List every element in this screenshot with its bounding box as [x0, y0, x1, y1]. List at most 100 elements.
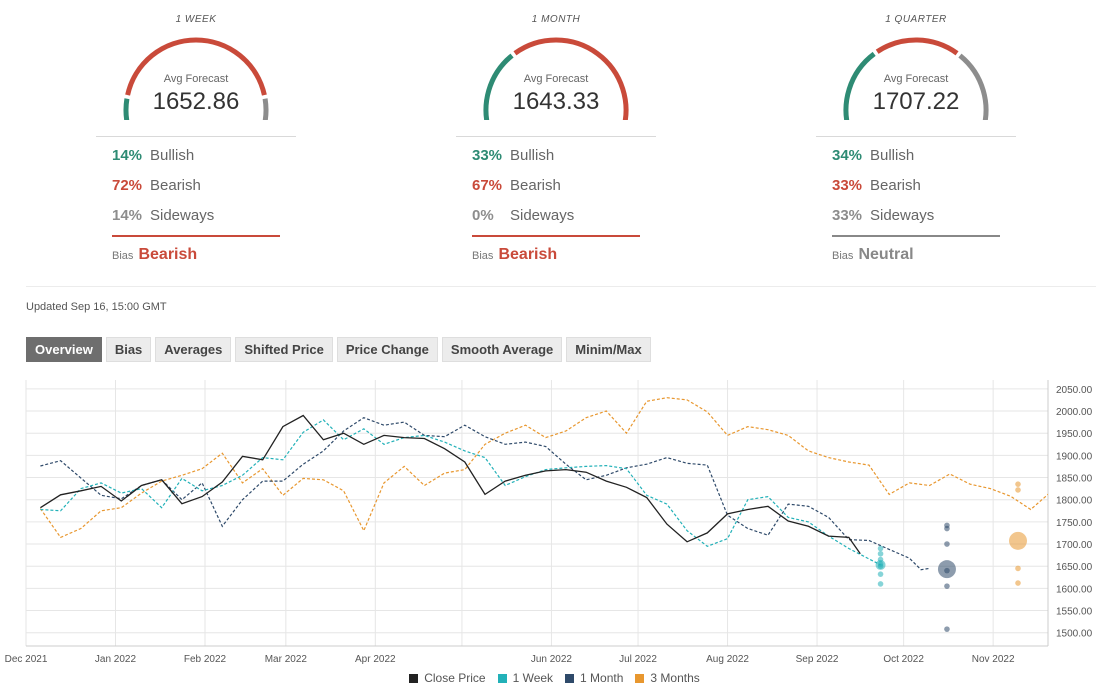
- tab-shifted-price[interactable]: Shifted Price: [235, 337, 333, 362]
- legend-item-close-price[interactable]: Close Price: [409, 671, 486, 685]
- bullish-label: Bullish: [870, 147, 915, 164]
- bearish-stat: 33% Bearish: [832, 177, 921, 194]
- legend-label: 1 Month: [580, 671, 624, 685]
- bullish-pct: 14%: [112, 147, 143, 164]
- x-tick-label: Jun 2022: [531, 654, 573, 665]
- series-line-3-months: [39, 397, 1048, 539]
- series-line-1-week: [40, 419, 881, 566]
- bullish-stat: 33% Bullish: [472, 147, 554, 164]
- bias-underline: [832, 235, 1000, 237]
- bearish-stat: 72% Bearish: [112, 177, 201, 194]
- sideways-stat: 0% Sideways: [472, 207, 574, 224]
- y-tick-label: 1800.00: [1056, 496, 1093, 507]
- sideways-pct: 14%: [112, 207, 143, 224]
- bearish-pct: 72%: [112, 177, 143, 194]
- tab-smooth-average[interactable]: Smooth Average: [441, 337, 563, 362]
- y-tick-label: 1500.00: [1056, 629, 1093, 640]
- x-tick-label: Aug 2022: [706, 654, 749, 665]
- forecast-point[interactable]: [1015, 481, 1021, 487]
- x-tick-label: Jul 2022: [619, 654, 657, 665]
- avg-forecast-value: 1643.33: [512, 88, 600, 115]
- legend-label: 3 Months: [650, 671, 700, 685]
- bullish-pct: 33%: [472, 147, 503, 164]
- tab-overview[interactable]: Overview: [26, 337, 102, 362]
- forecast-point[interactable]: [1015, 580, 1021, 586]
- bearish-stat: 67% Bearish: [472, 177, 561, 194]
- gauge-period: 1 QUARTER: [885, 14, 947, 25]
- y-tick-label: 1900.00: [1056, 451, 1093, 462]
- x-tick-label: Feb 2022: [184, 654, 227, 665]
- legend-swatch: [635, 673, 645, 683]
- forecast-average-point[interactable]: [875, 559, 886, 570]
- gauge-divider: [456, 136, 656, 137]
- bias-label: Bias: [112, 250, 134, 262]
- avg-forecast-label: Avg Forecast: [523, 73, 589, 85]
- forecast-point[interactable]: [877, 581, 884, 587]
- forecast-point[interactable]: [944, 522, 950, 529]
- bias-label: Bias: [472, 250, 494, 262]
- y-tick-label: 1700.00: [1056, 540, 1093, 551]
- sideways-pct: 0%: [472, 207, 494, 224]
- gauge-arc: [483, 37, 629, 120]
- forecast-point[interactable]: [877, 550, 884, 557]
- forecast-point[interactable]: [944, 583, 950, 589]
- bullish-label: Bullish: [510, 147, 555, 164]
- y-tick-label: 1650.00: [1056, 562, 1093, 573]
- x-tick-label: Oct 2022: [883, 654, 924, 665]
- legend-swatch: [409, 673, 419, 683]
- y-tick-label: 2050.00: [1056, 385, 1093, 396]
- avg-forecast-label: Avg Forecast: [163, 73, 229, 85]
- forecast-points-1-week: [875, 545, 886, 587]
- forecast-point[interactable]: [1015, 487, 1021, 493]
- bias-value: Bearish: [498, 246, 558, 263]
- gauge-bearish-segment: [875, 37, 959, 56]
- y-tick-label: 1600.00: [1056, 584, 1093, 595]
- gauge-divider: [816, 136, 1016, 137]
- grid: [25, 380, 1048, 646]
- gauge-arc: [843, 37, 989, 120]
- gauge-period: 1 MONTH: [531, 14, 581, 25]
- section-divider: [26, 286, 1096, 287]
- legend-item-1-month[interactable]: 1 Month: [565, 671, 623, 685]
- series-line-1-month: [40, 417, 930, 571]
- bias-value: Bearish: [138, 246, 198, 263]
- bearish-pct: 67%: [472, 177, 503, 194]
- avg-forecast-label: Avg Forecast: [883, 73, 949, 85]
- legend-item-3-months[interactable]: 3 Months: [635, 671, 700, 685]
- gauge-bullish-segment: [483, 53, 514, 120]
- tab-averages[interactable]: Averages: [155, 337, 232, 362]
- forecast-point[interactable]: [944, 541, 950, 547]
- forecast-average-point[interactable]: [1009, 531, 1027, 550]
- legend-item-1-week[interactable]: 1 Week: [497, 671, 553, 685]
- chart-tabs: Overview Bias Averages Shifted Price Pri…: [26, 337, 655, 362]
- bias: Bias Bearish: [472, 246, 557, 264]
- sideways-stat: 33% Sideways: [832, 207, 934, 224]
- gauge-arc: [123, 37, 269, 120]
- bias: Bias Neutral: [832, 246, 914, 264]
- x-tick-label: Mar 2022: [265, 654, 308, 665]
- forecast-point[interactable]: [877, 545, 884, 552]
- tab-bias[interactable]: Bias: [105, 337, 152, 362]
- legend-label: Close Price: [424, 671, 486, 685]
- gauge-divider: [96, 136, 296, 137]
- sideways-stat: 14% Sideways: [112, 207, 214, 224]
- tab-minim-max[interactable]: Minim/Max: [566, 337, 651, 362]
- forecast-points-3-months: [1009, 481, 1027, 586]
- forecast-point[interactable]: [944, 626, 950, 632]
- x-tick-label: Dec 2021: [5, 654, 48, 665]
- bias-underline: [472, 235, 640, 237]
- forecast-point[interactable]: [877, 571, 884, 577]
- sideways-label: Sideways: [150, 207, 215, 224]
- tab-price-change[interactable]: Price Change: [336, 337, 438, 362]
- updated-timestamp: Updated Sep 16, 15:00 GMT: [26, 301, 167, 313]
- bias: Bias Bearish: [112, 246, 197, 264]
- forecast-average-point[interactable]: [937, 560, 956, 579]
- y-tick-label: 1550.00: [1056, 607, 1093, 618]
- bearish-pct: 33%: [832, 177, 863, 194]
- forecast-point[interactable]: [1015, 565, 1021, 572]
- avg-forecast-value: 1652.86: [152, 88, 240, 115]
- gauge-sideways-segment: [958, 53, 989, 120]
- avg-forecast-value: 1707.22: [872, 88, 960, 115]
- sideways-pct: 33%: [832, 207, 863, 224]
- bias-label: Bias: [832, 250, 854, 262]
